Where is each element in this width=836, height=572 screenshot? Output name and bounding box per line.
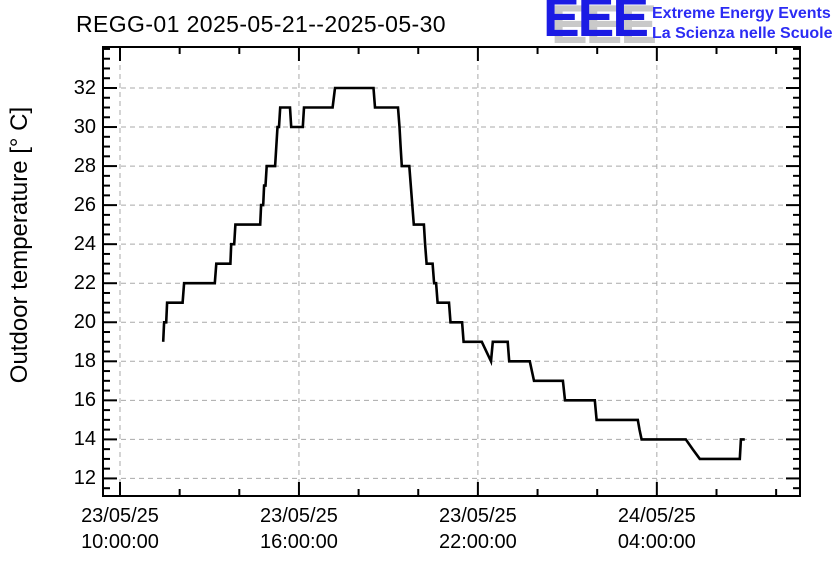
temperature-curve [161, 86, 745, 461]
y-tick-label: 16 [73, 389, 96, 412]
y-tick-label: 20 [73, 311, 96, 334]
x-tick-label: 23/05/25 22:00:00 [408, 503, 548, 555]
eee-logo-acronym: EEE [543, 0, 649, 48]
x-tick-label-time: 16:00:00 [260, 531, 338, 553]
eee-logo: EEE Extreme Energy Events La Scienza nel… [543, 0, 833, 48]
y-tick-label: 14 [73, 428, 96, 451]
y-tick-label: 30 [73, 116, 96, 139]
y-tick-label: 22 [73, 272, 96, 295]
eee-logo-line2: La Scienza nelle Scuole [652, 25, 833, 42]
chart-title: REGG-01 2025-05-21--2025-05-30 [76, 11, 446, 37]
x-tick-label: 23/05/25 10:00:00 [50, 503, 190, 555]
x-tick-label: 23/05/25 16:00:00 [229, 503, 369, 555]
y-tick-label: 28 [73, 155, 96, 178]
y-tick-label: 24 [73, 233, 96, 256]
eee-logo-line1: Extreme Energy Events [652, 5, 831, 22]
y-tick-label: 12 [73, 467, 96, 490]
x-tick-label: 24/05/25 04:00:00 [587, 503, 727, 555]
plot-frame [102, 46, 801, 497]
x-tick-label-time: 04:00:00 [617, 531, 696, 553]
x-tick-label-time: 10:00:00 [81, 531, 159, 553]
x-tick-label-time: 22:00:00 [438, 531, 517, 553]
y-tick-label: 32 [73, 76, 96, 99]
y-tick-label: 18 [73, 350, 96, 373]
y-tick-label: 26 [73, 194, 96, 217]
